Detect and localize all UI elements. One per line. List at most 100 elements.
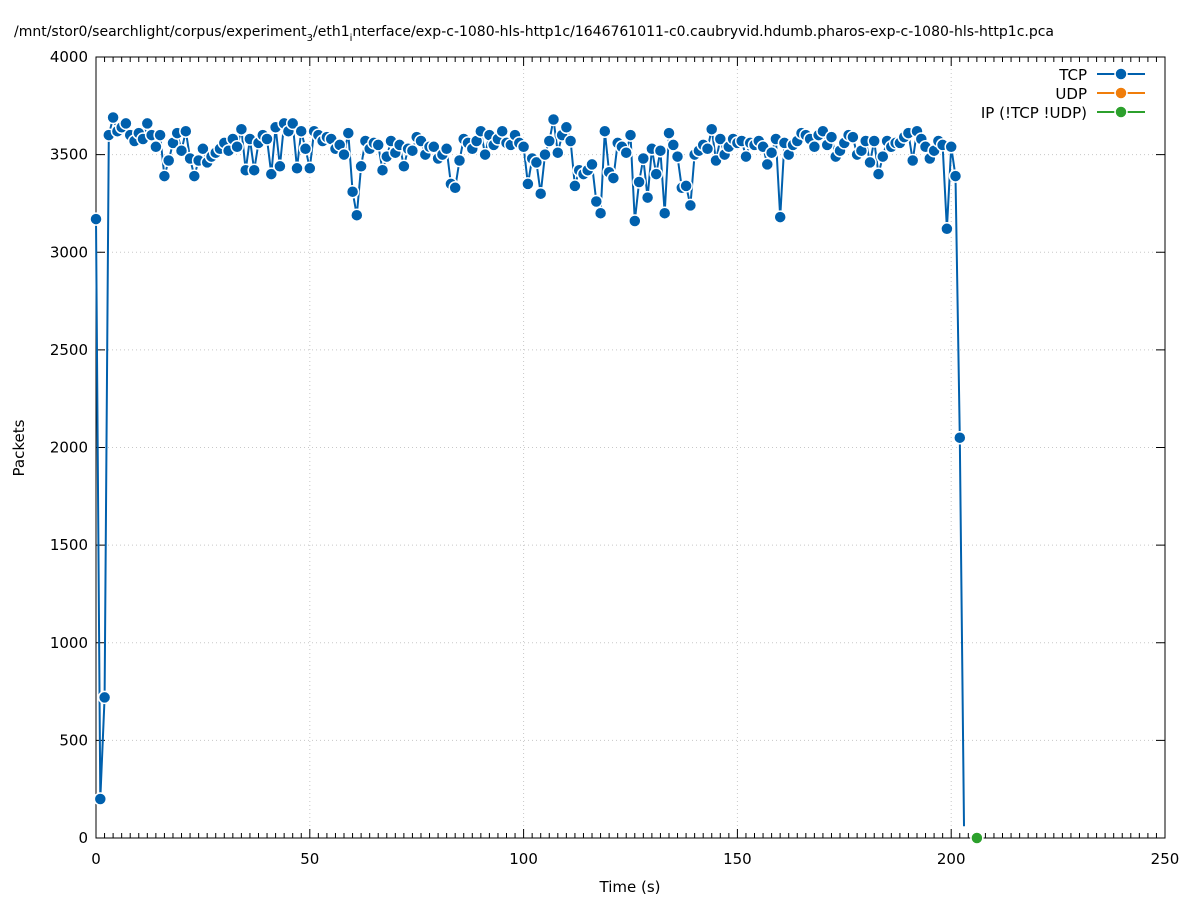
data-point-tcp bbox=[807, 140, 822, 154]
data-point-tcp bbox=[568, 179, 582, 193]
legend-label-tcp: TCP bbox=[1058, 66, 1087, 84]
data-point-tcp bbox=[704, 122, 719, 136]
data-point-tcp bbox=[953, 430, 967, 445]
data-point-tcp bbox=[764, 145, 779, 160]
y-tick-label: 2000 bbox=[50, 439, 88, 457]
chart-title-subscript-2: i bbox=[350, 33, 353, 44]
data-point-tcp bbox=[679, 179, 693, 193]
data-point-tcp bbox=[683, 198, 698, 213]
data-point-tcp bbox=[264, 167, 279, 181]
data-point-tcp bbox=[337, 147, 351, 162]
legend-entry-ip: IP (!TCP !UDP) bbox=[981, 104, 1145, 122]
chart-title-main: /mnt/stor0/searchlight/corpus/experiment bbox=[14, 24, 307, 40]
chart-title-middle: /eth1 bbox=[313, 24, 350, 40]
data-point-tcp bbox=[598, 124, 612, 138]
y-tick-labels: 0 500 1000 1500 2000 2500 3000 3500 4000 bbox=[50, 48, 88, 847]
axis-ticks bbox=[95, 56, 1166, 839]
data-point-tcp bbox=[521, 177, 535, 191]
data-point-tcp bbox=[161, 153, 176, 168]
legend-entry-tcp: TCP bbox=[1058, 66, 1145, 84]
legend: TCP UDP IP (!TCP !UDP) bbox=[981, 66, 1145, 122]
data-point-tcp bbox=[773, 210, 787, 224]
data-point-tcp bbox=[589, 194, 604, 209]
y-tick-label: 1000 bbox=[50, 634, 88, 652]
data-point-tcp bbox=[397, 159, 411, 174]
y-tick-label: 1500 bbox=[50, 536, 88, 554]
data-point-tcp bbox=[97, 690, 112, 705]
data-point-tcp bbox=[290, 161, 304, 176]
data-point-tcp bbox=[93, 792, 108, 806]
legend-marker-udp bbox=[1114, 86, 1128, 100]
legend-entry-udp: UDP bbox=[1055, 85, 1145, 103]
data-point-tcp bbox=[234, 122, 249, 136]
chart-title-end: nterface/exp-c-1080-hls-http1c/164676101… bbox=[352, 24, 1054, 40]
y-tick-label: 2500 bbox=[50, 341, 88, 359]
data-point-tcp bbox=[867, 134, 881, 148]
chart-title: /mnt/stor0/searchlight/corpus/experiment… bbox=[14, 24, 1054, 44]
data-point-tcp bbox=[187, 169, 202, 183]
data-point-tcp bbox=[657, 206, 672, 220]
data-point-tcp bbox=[546, 112, 561, 127]
x-tick-label: 50 bbox=[300, 850, 319, 868]
data-point-tcp bbox=[375, 163, 390, 177]
data-point-tcp bbox=[371, 138, 385, 152]
data-point-tcp bbox=[760, 157, 775, 172]
y-tick-label: 500 bbox=[59, 731, 88, 749]
data-point-ip bbox=[970, 831, 984, 845]
data-point-tcp bbox=[345, 184, 360, 199]
data-point-tcp bbox=[516, 140, 531, 154]
data-point-tcp bbox=[632, 175, 646, 189]
x-tick-label: 200 bbox=[937, 850, 966, 868]
data-point-tcp bbox=[448, 181, 462, 195]
data-point-tcp bbox=[670, 149, 685, 164]
legend-label-udp: UDP bbox=[1055, 85, 1087, 103]
data-point-tcp bbox=[905, 153, 920, 168]
data-point-tcp bbox=[563, 134, 578, 148]
legend-label-ip: IP (!TCP !UDP) bbox=[981, 104, 1087, 122]
data-point-tcp bbox=[529, 155, 544, 170]
data-point-tcp bbox=[649, 167, 663, 181]
x-tick-label: 100 bbox=[509, 850, 538, 868]
data-point-tcp bbox=[285, 116, 300, 131]
data-point-tcp bbox=[653, 143, 668, 158]
data-point-tcp bbox=[628, 214, 642, 228]
data-point-tcp bbox=[636, 151, 651, 166]
data-point-tcp bbox=[559, 120, 574, 135]
series-line-tcp bbox=[95, 116, 965, 827]
data-point-tcp bbox=[140, 116, 155, 131]
data-point-tcp bbox=[538, 147, 552, 162]
data-point-tcp bbox=[593, 206, 608, 220]
data-point-tcp bbox=[871, 167, 886, 181]
data-point-tcp bbox=[247, 163, 261, 177]
chart-title-subscript: 3 bbox=[307, 33, 313, 44]
y-tick-label: 4000 bbox=[50, 48, 88, 66]
data-point-tcp bbox=[153, 128, 167, 142]
y-tick-label: 3000 bbox=[50, 243, 88, 261]
data-point-tcp bbox=[439, 142, 454, 156]
data-point-tcp bbox=[478, 147, 492, 162]
data-point-tcp bbox=[452, 153, 467, 168]
y-tick-label: 3500 bbox=[50, 146, 88, 164]
data-point-tcp bbox=[700, 142, 715, 156]
data-point-tcp bbox=[230, 140, 244, 154]
data-point-tcp bbox=[863, 155, 877, 170]
data-point-tcp bbox=[427, 140, 441, 154]
data-point-tcp bbox=[666, 138, 681, 152]
data-point-tcp bbox=[294, 124, 308, 138]
data-point-tcp bbox=[179, 124, 193, 138]
data-point-tcp bbox=[196, 142, 210, 156]
data-point-tcp bbox=[341, 126, 356, 140]
y-tick-label: 0 bbox=[78, 829, 88, 847]
data-point-tcp bbox=[846, 130, 860, 144]
data-point-tcp bbox=[948, 169, 963, 183]
y-axis-label: Packets bbox=[10, 419, 28, 476]
data-point-tcp bbox=[940, 222, 954, 236]
data-point-tcp bbox=[944, 140, 958, 154]
data-point-tcp bbox=[640, 190, 655, 205]
data-point-tcp bbox=[739, 149, 753, 164]
data-point-tcp bbox=[824, 130, 839, 144]
legend-marker-ip bbox=[1114, 105, 1128, 119]
data-point-tcp bbox=[585, 157, 599, 172]
data-point-tcp bbox=[551, 145, 565, 160]
